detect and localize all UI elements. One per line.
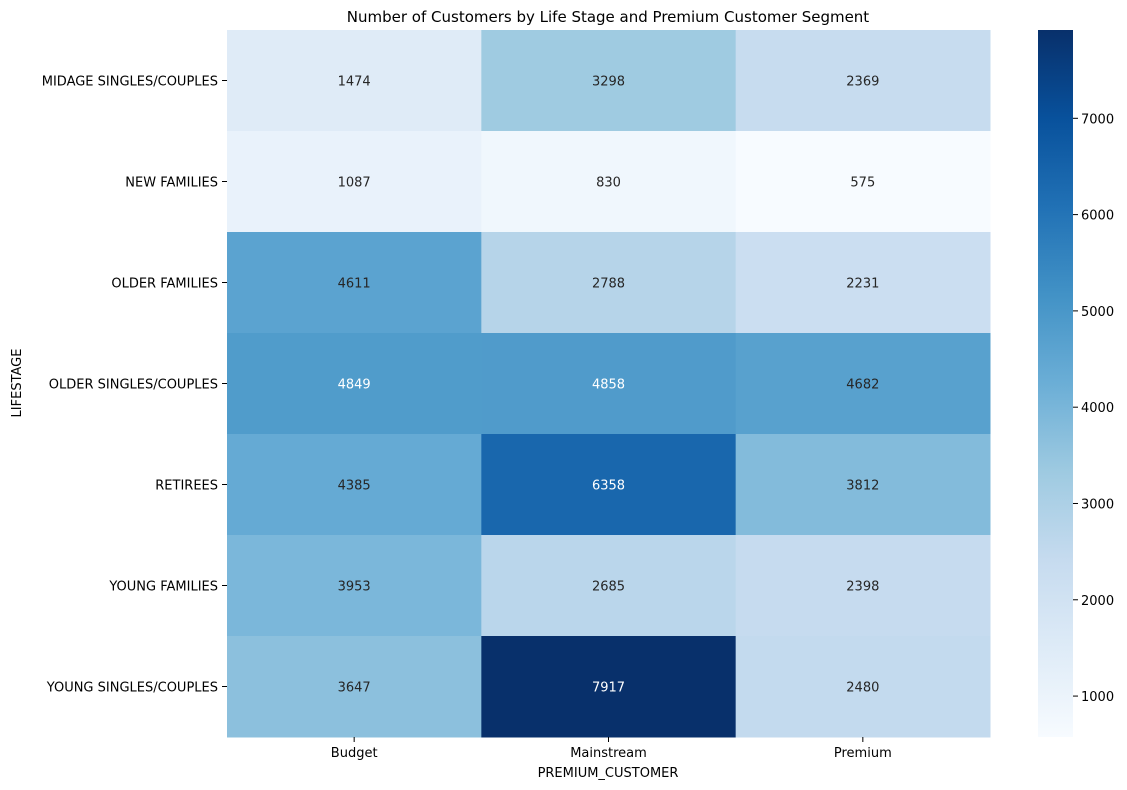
y-tick-label: OLDER SINGLES/COUPLES bbox=[49, 378, 218, 393]
heatmap-cell bbox=[227, 30, 482, 132]
heatmap-cell-label: 4858 bbox=[592, 378, 625, 393]
heatmap-cell bbox=[735, 30, 991, 132]
heatmap-cell bbox=[481, 535, 737, 637]
heatmap-cell-label: 575 bbox=[850, 176, 875, 191]
colorbar-tick-label: 5000 bbox=[1081, 305, 1114, 320]
heatmap-cell-label: 4849 bbox=[338, 378, 371, 393]
y-tick-label: MIDAGE SINGLES/COUPLES bbox=[42, 75, 218, 90]
heatmap-cell-label: 2398 bbox=[846, 580, 879, 595]
y-tick-label: YOUNG SINGLES/COUPLES bbox=[46, 681, 218, 696]
heatmap-cell bbox=[227, 232, 482, 334]
colorbar-tick-label: 3000 bbox=[1081, 497, 1114, 512]
heatmap-cell bbox=[227, 434, 482, 536]
heatmap-cell bbox=[481, 636, 737, 738]
heatmap-cell-label: 2231 bbox=[846, 277, 879, 292]
heatmap-cell bbox=[481, 131, 737, 233]
heatmap-cell bbox=[735, 232, 991, 334]
colorbar: 1000 2000 3000 4000 5000 6000 7000 bbox=[1038, 30, 1114, 737]
x-tick-label: Mainstream bbox=[570, 746, 647, 761]
heatmap-cell bbox=[735, 333, 991, 435]
colorbar-tick-label: 7000 bbox=[1081, 112, 1114, 127]
y-tick-label: OLDER FAMILIES bbox=[111, 277, 218, 292]
heatmap-cell-label: 2369 bbox=[846, 75, 879, 90]
heatmap-cell-labels: 1474 3298 2369 1087 830 575 4611 2788 2231 4849 48… bbox=[338, 75, 880, 696]
colorbar-tick-label: 2000 bbox=[1081, 594, 1114, 609]
heatmap-cell-label: 2685 bbox=[592, 580, 625, 595]
heatmap-cell-label: 1087 bbox=[338, 176, 371, 191]
heatmap-cell bbox=[735, 131, 991, 233]
x-axis-label: PREMIUM_CUSTOMER bbox=[538, 766, 679, 781]
colorbar-tick-label: 1000 bbox=[1081, 690, 1114, 705]
x-tick-label: Budget bbox=[331, 746, 378, 761]
heatmap-cells bbox=[227, 30, 991, 738]
heatmap-cell-label: 6358 bbox=[592, 479, 625, 494]
heatmap-cell bbox=[735, 636, 991, 738]
chart-title: Number of Customers by Life Stage and Pr… bbox=[347, 8, 870, 26]
heatmap-cell bbox=[481, 30, 737, 132]
heatmap-cell bbox=[735, 434, 991, 536]
heatmap-cell bbox=[481, 333, 737, 435]
heatmap-cell bbox=[227, 535, 482, 637]
heatmap-cell-label: 2480 bbox=[846, 681, 879, 696]
heatmap-cell-label: 3812 bbox=[846, 479, 879, 494]
heatmap-cell bbox=[227, 131, 482, 233]
heatmap-cell-label: 830 bbox=[596, 176, 621, 191]
heatmap-cell bbox=[481, 434, 737, 536]
y-axis: MIDAGE SINGLES/COUPLES NEW FAMILIES OLDER … bbox=[42, 75, 227, 696]
heatmap-cell-label: 4682 bbox=[846, 378, 879, 393]
x-axis: Budget Mainstream Premium bbox=[331, 737, 892, 761]
y-tick-label: YOUNG FAMILIES bbox=[108, 580, 218, 595]
colorbar-gradient bbox=[1038, 30, 1073, 737]
heatmap-cell-label: 2788 bbox=[592, 277, 625, 292]
heatmap-cell bbox=[227, 333, 482, 435]
heatmap-cell bbox=[735, 535, 991, 637]
x-tick-label: Premium bbox=[834, 746, 892, 761]
heatmap-cell-label: 3647 bbox=[338, 681, 371, 696]
heatmap-cell-label: 3953 bbox=[338, 580, 371, 595]
heatmap-cell-label: 4611 bbox=[338, 277, 371, 292]
heatmap-cell-label: 1474 bbox=[338, 75, 371, 90]
heatmap-cell bbox=[481, 232, 737, 334]
y-axis-label: LIFESTAGE bbox=[10, 349, 25, 418]
y-tick-label: NEW FAMILIES bbox=[125, 176, 218, 191]
heatmap-cell-label: 7917 bbox=[592, 681, 625, 696]
heatmap-cell-label: 3298 bbox=[592, 75, 625, 90]
colorbar-tick-label: 4000 bbox=[1081, 401, 1114, 416]
colorbar-tick-label: 6000 bbox=[1081, 209, 1114, 224]
heatmap-cell bbox=[227, 636, 482, 738]
y-tick-label: RETIREES bbox=[155, 479, 218, 494]
heatmap-cell-label: 4385 bbox=[338, 479, 371, 494]
